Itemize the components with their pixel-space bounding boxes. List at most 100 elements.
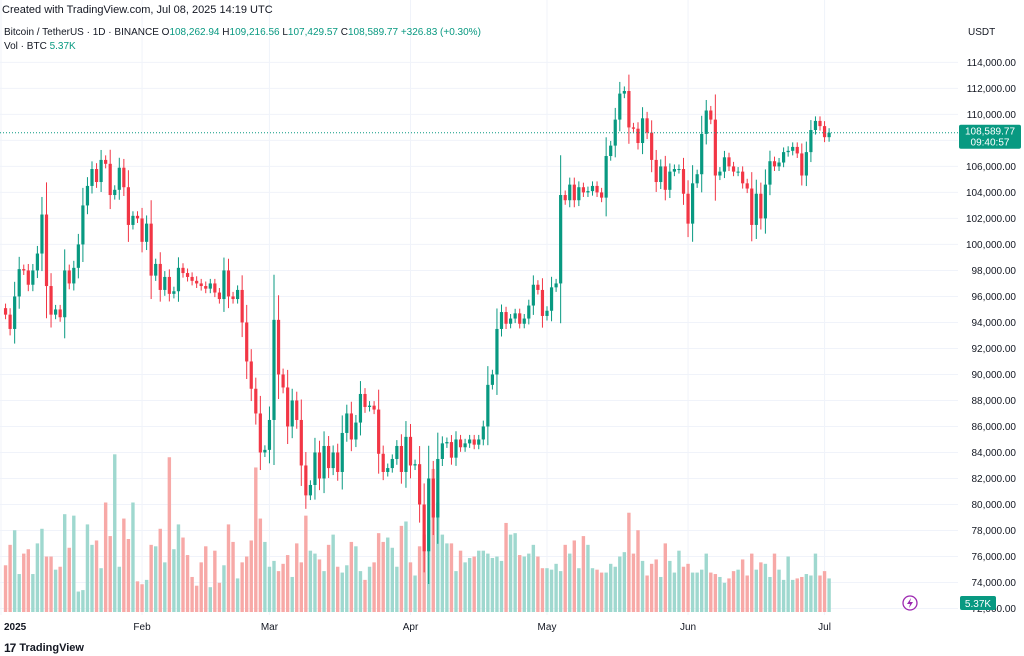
high-value: 109,216.56 [229, 27, 280, 38]
candle-body [22, 269, 26, 271]
volume-bar [322, 571, 326, 612]
candle-body [640, 118, 645, 144]
candle-body [163, 276, 167, 290]
candle-body [72, 267, 76, 284]
volume-bar [495, 556, 499, 612]
volume-bar [285, 555, 290, 612]
symbol-label[interactable]: Bitcoin / TetherUS · 1D · BINANCE [4, 27, 159, 38]
price-tick-label: 112,000.00 [967, 84, 1017, 95]
volume-bar [90, 544, 94, 612]
volume-legend: Vol · BTC 5.37K [4, 41, 76, 52]
candle-body [390, 458, 394, 469]
candle-body [786, 150, 790, 153]
volume-bar [390, 547, 394, 612]
price-tick-label: 104,000.00 [966, 188, 1016, 199]
candle-body [449, 442, 454, 458]
candle-body [90, 169, 94, 186]
volume-bar [12, 530, 17, 612]
low-value: 107,429.57 [287, 27, 338, 38]
volume-bar [763, 563, 768, 612]
volume-bar [81, 590, 85, 612]
volume-bar [754, 569, 758, 612]
candle-body [495, 328, 499, 375]
volume-bar [185, 555, 190, 612]
volume-bar [813, 553, 818, 612]
volume-bar [577, 568, 581, 612]
volume-bar [645, 575, 649, 612]
candle-body [645, 118, 649, 133]
candle-body [331, 452, 335, 469]
candle-countdown: 09:40:57 [971, 138, 1010, 149]
created-caption: Created with TradingView.com, Jul 08, 20… [2, 4, 273, 16]
candle-body [572, 184, 576, 201]
time-tick-label: Jun [680, 622, 696, 633]
candle-body [627, 91, 631, 128]
candle-body [736, 171, 740, 173]
candle-body [436, 458, 440, 518]
price-candles [3, 74, 831, 585]
candle-body [672, 169, 676, 172]
candle-body [695, 174, 699, 184]
volume-bar [572, 540, 576, 612]
candle-body [536, 284, 540, 290]
candle-body [745, 183, 749, 189]
volume-bar [545, 568, 549, 612]
candle-body [418, 464, 422, 505]
candle-body [704, 110, 708, 134]
currency-unit[interactable]: USDT [968, 27, 996, 38]
volume-value: 5.37K [49, 41, 76, 52]
volume-bar [76, 591, 81, 612]
volume-bar [499, 560, 504, 612]
time-axis[interactable]: 2025 Feb Mar Apr May Jun Jul [4, 622, 831, 633]
volume-bar [281, 563, 285, 612]
candle-body [513, 313, 517, 319]
volume-bar [458, 550, 463, 612]
volume-bar [99, 568, 103, 612]
lightning-icon[interactable] [902, 595, 918, 611]
volume-bar [35, 543, 40, 612]
volume-bar [713, 574, 718, 612]
time-tick-label: Jul [818, 622, 831, 633]
price-tick-label: 86,000.00 [972, 422, 1017, 433]
volume-bar [604, 572, 608, 612]
candle-body [308, 484, 312, 496]
price-tick-label: 78,000.00 [972, 526, 1017, 537]
volume-bar [422, 534, 426, 612]
volume-bar [800, 576, 804, 612]
candle-body [3, 308, 8, 315]
candle-body [154, 263, 158, 276]
candle-body [104, 159, 108, 164]
volume-bar [372, 562, 376, 612]
candle-body [240, 289, 244, 323]
candle-body [509, 318, 513, 324]
candle-body [768, 161, 772, 185]
candle-body [759, 193, 763, 219]
volume-bar [504, 522, 508, 612]
volume-bar [308, 550, 313, 612]
volume-bar [140, 584, 144, 612]
price-tick-label: 76,000.00 [972, 552, 1017, 563]
candle-body [286, 387, 290, 427]
candle-body [636, 128, 640, 144]
time-tick-label: Mar [261, 622, 279, 633]
price-tick-label: 110,000.00 [967, 110, 1017, 121]
candle-body [822, 126, 827, 138]
volume-bar [781, 579, 786, 612]
volume-bar [668, 560, 672, 612]
branding-label: TradingView [19, 642, 84, 654]
volume-bar [768, 576, 772, 612]
time-tick-label: Feb [133, 622, 151, 633]
candle-body [431, 478, 435, 518]
tradingview-logo[interactable]: 17 TradingView [4, 641, 84, 655]
candle-body [777, 162, 781, 167]
volume-bar [490, 557, 495, 612]
volume-bar [786, 556, 790, 612]
candle-body [600, 192, 604, 198]
candle-body [113, 189, 117, 196]
volume-bar [304, 515, 308, 612]
volume-label[interactable]: Vol · BTC [4, 41, 47, 52]
candle-body [377, 409, 381, 454]
candle-body [99, 159, 103, 183]
candle-body [231, 296, 235, 300]
